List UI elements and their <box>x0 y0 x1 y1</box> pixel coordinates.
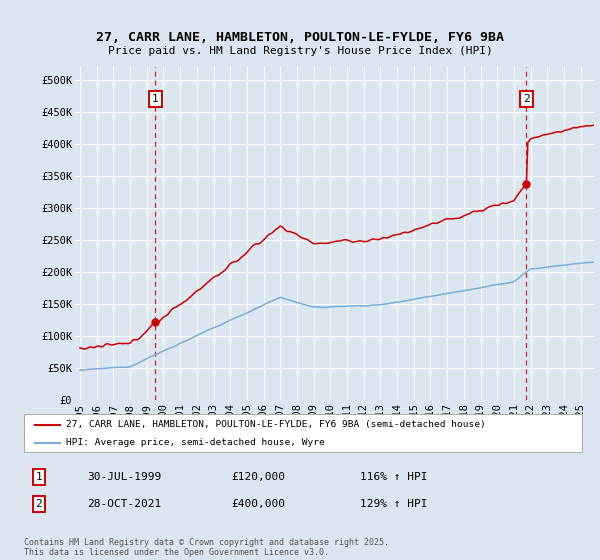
Text: 129% ↑ HPI: 129% ↑ HPI <box>360 499 427 509</box>
Text: 1: 1 <box>152 94 158 104</box>
Text: £400,000: £400,000 <box>231 499 285 509</box>
Text: 27, CARR LANE, HAMBLETON, POULTON-LE-FYLDE, FY6 9BA (semi-detached house): 27, CARR LANE, HAMBLETON, POULTON-LE-FYL… <box>66 420 485 429</box>
Text: 27, CARR LANE, HAMBLETON, POULTON-LE-FYLDE, FY6 9BA: 27, CARR LANE, HAMBLETON, POULTON-LE-FYL… <box>96 31 504 44</box>
Text: 1: 1 <box>35 472 43 482</box>
Text: 2: 2 <box>35 499 43 509</box>
Text: HPI: Average price, semi-detached house, Wyre: HPI: Average price, semi-detached house,… <box>66 438 325 447</box>
Text: 116% ↑ HPI: 116% ↑ HPI <box>360 472 427 482</box>
Text: 30-JUL-1999: 30-JUL-1999 <box>87 472 161 482</box>
Text: Price paid vs. HM Land Registry's House Price Index (HPI): Price paid vs. HM Land Registry's House … <box>107 46 493 56</box>
Text: 28-OCT-2021: 28-OCT-2021 <box>87 499 161 509</box>
Text: £120,000: £120,000 <box>231 472 285 482</box>
Text: Contains HM Land Registry data © Crown copyright and database right 2025.
This d: Contains HM Land Registry data © Crown c… <box>24 538 389 557</box>
Text: 2: 2 <box>523 94 530 104</box>
